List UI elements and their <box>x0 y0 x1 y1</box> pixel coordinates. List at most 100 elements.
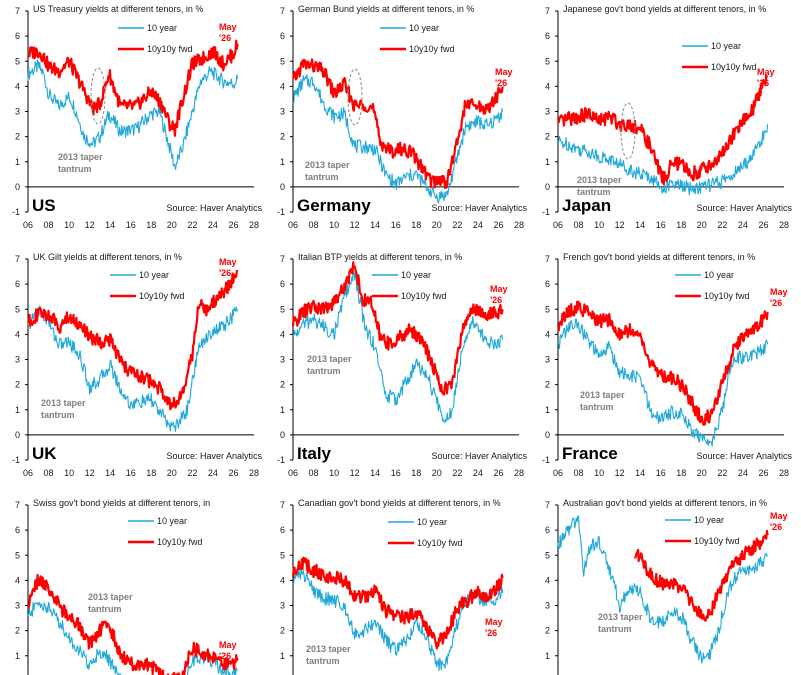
y-tick-label: -1 <box>542 455 550 465</box>
series-line <box>27 305 239 433</box>
taper-annotation: 2013 taper <box>41 398 86 408</box>
y-tick-label: 7 <box>280 254 285 264</box>
taper-annotation: 2013 taper <box>598 612 643 622</box>
x-tick-label: 10 <box>64 220 74 230</box>
x-tick-label: 08 <box>44 468 54 478</box>
end-label: '26 <box>495 78 507 88</box>
legend-label: 10 year <box>139 270 169 280</box>
end-label: May <box>219 257 237 267</box>
y-tick-label: 4 <box>545 329 550 339</box>
y-tick-label: 4 <box>280 329 285 339</box>
chart-panel: German Bund yields at different tenors, … <box>265 0 532 248</box>
x-tick-label: 14 <box>105 468 115 478</box>
legend-label: 10 year <box>417 517 447 527</box>
taper-annotation: 2013 taper <box>307 354 352 364</box>
legend-label: 10 year <box>711 41 741 51</box>
legend-label: 10y10y fwd <box>409 44 455 54</box>
source-note: Source: Haver Analytics <box>431 451 527 461</box>
y-tick-label: 0 <box>545 430 550 440</box>
x-tick-label: 20 <box>697 468 707 478</box>
x-tick-label: 14 <box>370 468 380 478</box>
y-tick-label: 3 <box>15 601 20 611</box>
taper-annotation: 2013 taper <box>577 175 622 185</box>
x-tick-label: 22 <box>717 468 727 478</box>
chart-title: French gov't bond yields at different te… <box>563 252 755 262</box>
x-tick-label: 26 <box>493 220 503 230</box>
country-label: Japan <box>562 196 611 215</box>
country-label: Italy <box>297 444 332 463</box>
chart-title: Swiss gov't bond yields at different ten… <box>33 498 210 508</box>
series-line <box>292 566 504 672</box>
y-tick-label: 4 <box>545 81 550 91</box>
country-label: France <box>562 444 618 463</box>
x-tick-label: 22 <box>452 220 462 230</box>
x-tick-label: 18 <box>146 220 156 230</box>
series-line <box>291 556 504 650</box>
x-tick-label: 08 <box>309 220 319 230</box>
x-tick-label: 18 <box>411 220 421 230</box>
end-label: '26 <box>757 78 769 88</box>
taper-annotation: tantrum <box>598 624 632 634</box>
y-tick-label: 6 <box>280 31 285 41</box>
series-line <box>292 270 504 424</box>
y-tick-label: 1 <box>15 651 20 661</box>
chart-panel: US Treasury yields at different tenors, … <box>0 0 267 248</box>
y-tick-label: 6 <box>15 525 20 535</box>
y-tick-label: 1 <box>280 157 285 167</box>
series-line <box>291 58 504 189</box>
series-line <box>26 39 239 137</box>
legend-label: 10y10y fwd <box>704 291 750 301</box>
legend-label: 10 year <box>694 515 724 525</box>
taper-annotation: tantrum <box>305 172 339 182</box>
y-tick-label: -1 <box>12 207 20 217</box>
x-tick-label: 12 <box>85 468 95 478</box>
y-tick-label: 0 <box>15 430 20 440</box>
chart-title: Japanese gov't bond yields at different … <box>563 4 766 14</box>
end-label: May <box>485 617 503 627</box>
x-tick-label: 16 <box>656 220 666 230</box>
y-tick-label: 6 <box>15 31 20 41</box>
chart-svg: Swiss gov't bond yields at different ten… <box>15 498 239 675</box>
x-tick-label: 06 <box>553 468 563 478</box>
legend-label: 10y10y fwd <box>401 291 447 301</box>
y-tick-label: 6 <box>280 525 285 535</box>
x-tick-label: 16 <box>391 468 401 478</box>
y-tick-label: 7 <box>15 500 20 510</box>
taper-ellipse <box>90 67 106 125</box>
chart-svg: French gov't bond yields at different te… <box>542 252 793 478</box>
y-tick-label: -1 <box>277 207 285 217</box>
y-tick-label: 3 <box>280 601 285 611</box>
x-tick-label: 16 <box>656 468 666 478</box>
y-tick-label: -1 <box>542 207 550 217</box>
y-tick-label: 2 <box>545 132 550 142</box>
x-tick-label: 08 <box>309 468 319 478</box>
x-tick-label: 24 <box>738 468 748 478</box>
end-label: May <box>770 287 788 297</box>
x-tick-label: 14 <box>635 468 645 478</box>
x-tick-label: 10 <box>594 220 604 230</box>
x-tick-label: 10 <box>594 468 604 478</box>
y-tick-label: 4 <box>15 329 20 339</box>
x-tick-label: 14 <box>105 220 115 230</box>
x-tick-label: 10 <box>329 468 339 478</box>
y-tick-label: 2 <box>280 132 285 142</box>
y-tick-label: 4 <box>15 575 20 585</box>
taper-annotation: 2013 taper <box>305 160 350 170</box>
y-tick-label: 5 <box>545 56 550 66</box>
y-tick-label: 1 <box>280 651 285 661</box>
legend-label: 10y10y fwd <box>417 538 463 548</box>
taper-annotation: 2013 taper <box>580 390 625 400</box>
y-tick-label: 2 <box>15 380 20 390</box>
x-tick-label: 24 <box>473 220 483 230</box>
y-tick-label: 2 <box>15 132 20 142</box>
series-line <box>557 318 769 447</box>
series-line <box>557 124 769 196</box>
end-label: May <box>495 67 513 77</box>
taper-annotation: tantrum <box>88 604 122 614</box>
x-tick-label: 12 <box>85 220 95 230</box>
series-line <box>292 74 504 204</box>
end-label: May <box>219 22 237 32</box>
x-tick-label: 28 <box>249 468 259 478</box>
y-tick-label: 2 <box>15 626 20 636</box>
legend-label: 10y10y fwd <box>139 291 185 301</box>
